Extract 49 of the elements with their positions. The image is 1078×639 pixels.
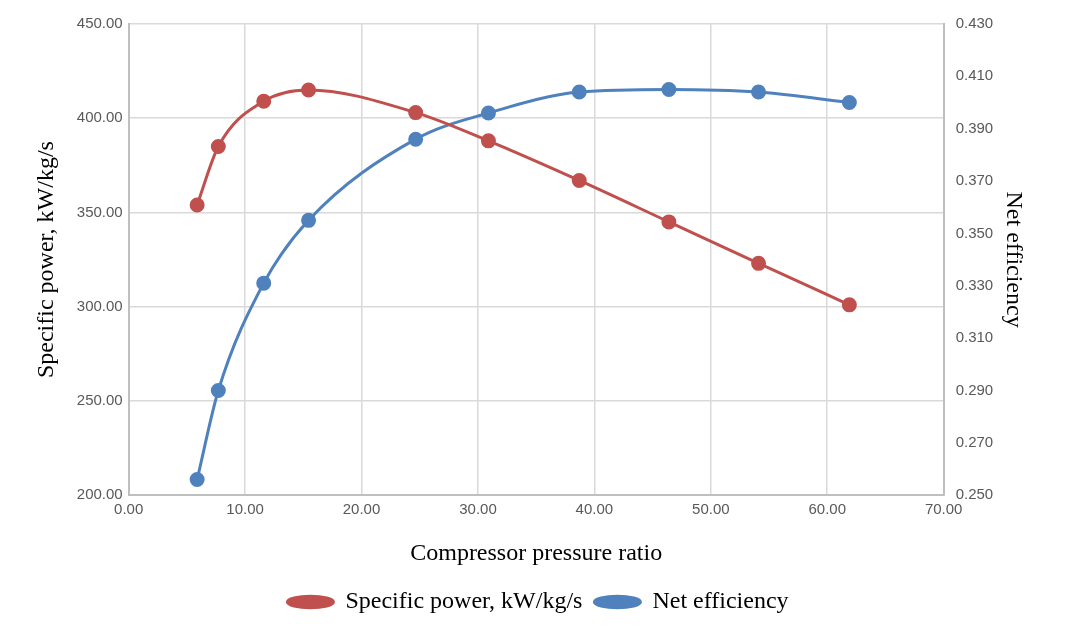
y2-tick-label: 0.250 [955,485,994,503]
point [256,275,272,291]
y2-tick-label: 0.410 [955,66,994,84]
x-tick-label: 60.00 [808,500,847,518]
point [301,82,317,98]
x-tick-label: 40.00 [575,500,614,518]
x-tick-label: 0.00 [114,500,144,518]
y2-tick-label: 0.290 [955,380,994,398]
x-tick-label: 70.00 [924,500,963,518]
point [189,197,205,213]
point [841,297,857,313]
point [571,84,587,100]
legend-label: Net efficiency [652,587,789,614]
x-tick-label: 10.00 [226,500,264,518]
y-tick-label: 350.00 [76,202,123,220]
y2-tick-label: 0.390 [955,118,994,136]
point [841,95,857,111]
point [256,93,272,109]
y2-tick-label: 0.310 [955,328,994,346]
point [408,131,424,147]
point [210,139,226,155]
point [408,105,424,121]
y-tick-label: 250.00 [76,391,123,409]
x-tick-label: 50.00 [692,500,730,518]
y-tick-label: 450.00 [76,14,123,32]
point [480,133,496,149]
point [751,255,767,271]
y2-axis-title: Net efficiency [1002,191,1029,328]
y2-tick-label: 0.270 [955,432,994,450]
point [661,214,677,230]
y-tick-label: 300.00 [76,296,123,314]
y2-tick-label: 0.330 [955,275,994,293]
point [751,84,767,100]
x-tick-label: 30.00 [459,500,497,518]
x-tick-label: 20.00 [342,500,381,518]
y-axis-title: Specific power, kW/kg/s [31,141,58,379]
y2-tick-label: 0.370 [955,171,994,189]
point [661,81,677,97]
point [480,105,496,121]
y-tick-label: 400.00 [76,108,123,126]
point [571,172,587,188]
legend-label: Specific power, kW/kg/s [345,587,583,614]
y2-tick-label: 0.430 [955,14,994,32]
point [189,471,205,487]
x-axis-title: Compressor pressure ratio [410,538,663,565]
y-tick-label: 200.00 [76,485,123,503]
point [301,212,317,228]
y2-tick-label: 0.350 [955,223,994,241]
point [210,382,226,398]
